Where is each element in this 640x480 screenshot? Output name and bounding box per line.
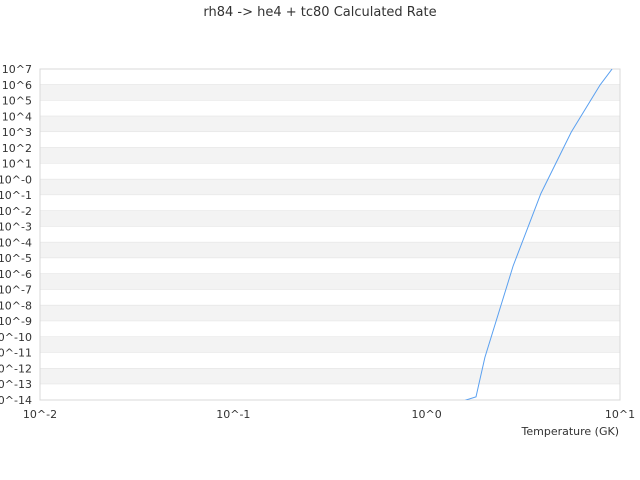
y-tick-label: 10^-9 <box>0 315 32 328</box>
rate-line <box>464 69 613 400</box>
y-tick-label: 10^-6 <box>0 268 32 281</box>
grid-band <box>40 226 620 243</box>
x-axis-label: Temperature (GK) <box>521 425 620 438</box>
grid-band <box>40 289 620 306</box>
y-tick-label: 10^-2 <box>0 205 32 218</box>
x-tick-label: 10^-2 <box>23 408 57 421</box>
y-tick-label: 10^-14 <box>0 394 32 407</box>
y-tick-label: 10^-13 <box>0 378 32 391</box>
grid-band <box>40 305 620 322</box>
y-tick-label: 10^-11 <box>0 347 32 360</box>
y-tick-label: 10^1 <box>2 158 32 171</box>
grid-band <box>40 147 620 164</box>
x-tick-label: 10^-1 <box>216 408 250 421</box>
y-tick-label: 10^5 <box>2 95 32 108</box>
chart-title: rh84 -> he4 + tc80 Calculated Rate <box>203 5 436 20</box>
grid-band <box>40 132 620 148</box>
x-tick-label: 10^1 <box>605 408 635 421</box>
y-tick-label: 10^-3 <box>0 221 32 234</box>
grid-band <box>40 336 620 353</box>
y-tick-label: 10^4 <box>2 110 32 123</box>
y-tick-label: 10^-12 <box>0 362 32 375</box>
y-tick-label: 10^-4 <box>0 236 32 249</box>
y-tick-label: 10^-5 <box>0 252 32 265</box>
y-tick-label: 10^-0 <box>0 173 32 186</box>
y-tick-label: 10^2 <box>2 142 32 155</box>
y-tick-label: 10^7 <box>2 63 32 76</box>
grid-band <box>40 100 620 117</box>
grid-band <box>40 210 620 227</box>
grid-band <box>40 179 620 196</box>
grid-band <box>40 195 620 211</box>
grid-band <box>40 242 620 259</box>
grid-band <box>40 258 620 274</box>
grid-band <box>40 163 620 180</box>
grid-band <box>40 368 620 385</box>
y-tick-label: 10^-7 <box>0 284 32 297</box>
x-tick-label: 10^0 <box>412 408 442 421</box>
grid-band <box>40 69 620 85</box>
y-tick-label: 10^-10 <box>0 331 32 344</box>
grid-band <box>40 321 620 337</box>
y-tick-label: 10^6 <box>2 79 32 92</box>
grid-band <box>40 273 620 290</box>
grid-band <box>40 84 620 101</box>
y-tick-label: 10^-1 <box>0 189 32 202</box>
grid-band <box>40 384 620 400</box>
plot-border <box>39 68 621 401</box>
y-tick-label: 10^-8 <box>0 299 32 312</box>
y-tick-label: 10^3 <box>2 126 32 139</box>
grid-band <box>40 352 620 369</box>
grid-band <box>40 116 620 133</box>
